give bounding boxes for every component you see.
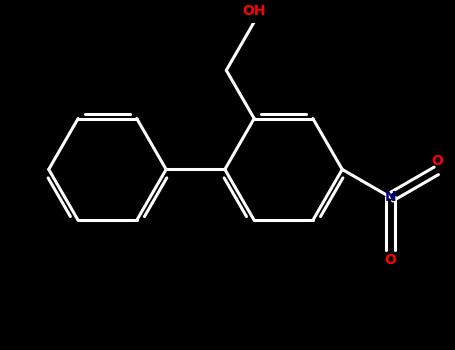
Text: O: O (432, 154, 444, 168)
Text: O: O (384, 253, 396, 267)
Text: N: N (385, 190, 396, 204)
Text: OH: OH (243, 4, 266, 18)
